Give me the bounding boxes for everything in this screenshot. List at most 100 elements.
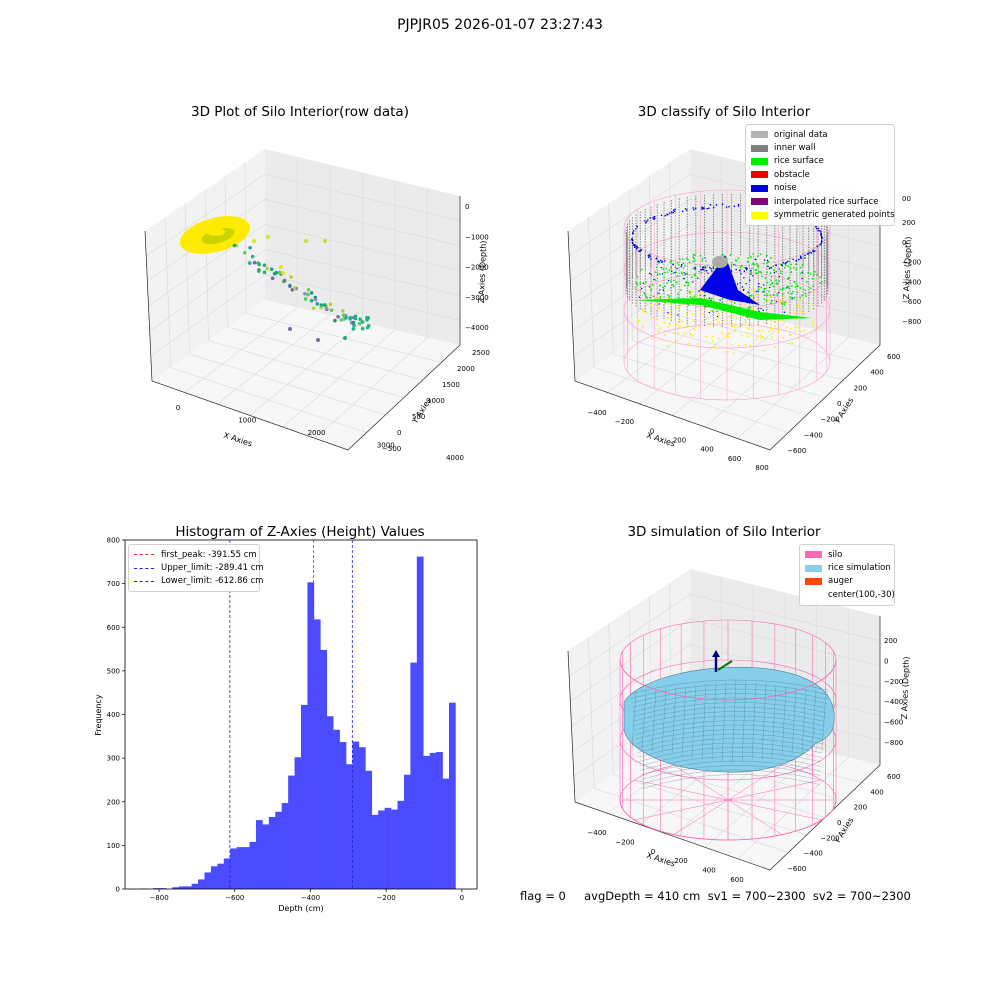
plot2-rice-point <box>663 276 666 279</box>
plot4-mesh-line <box>721 681 727 763</box>
plot1-point <box>366 323 371 328</box>
plot2-noise-point <box>708 207 710 210</box>
plot2-noise-point <box>653 215 656 218</box>
plot2-symmetric-point <box>779 302 782 305</box>
plot2-symmetric-point <box>737 344 740 347</box>
plot4-silo-spoke <box>727 779 822 801</box>
plot2-noise-point <box>754 258 756 261</box>
plot2-symmetric-point <box>812 321 814 324</box>
plot2-symmetric-point <box>734 330 737 333</box>
plot2-rice-point <box>687 281 690 284</box>
plot2-z-tick: 00 <box>902 195 911 203</box>
plot2-rice-point <box>759 253 762 256</box>
plot2-symmetric-point <box>657 307 660 310</box>
plot2-rice-point <box>772 285 775 288</box>
plot2-rice-point <box>787 265 790 267</box>
plot2-symmetric-point <box>679 304 682 307</box>
plot2-noise-point <box>709 203 712 206</box>
plot3-bar <box>448 702 456 889</box>
plot1-point <box>270 276 275 281</box>
plot3-bar <box>153 888 160 889</box>
plot4-mesh-line <box>671 687 677 755</box>
plot2-noise-point <box>758 283 760 285</box>
plot2-rice-point <box>769 272 772 275</box>
plot2-symmetric-point <box>803 329 806 331</box>
plot4-mesh-line <box>638 747 823 762</box>
legend-label: noise <box>774 183 797 194</box>
plot2-symmetric-point <box>785 326 788 329</box>
plot2-symmetric-point <box>800 330 803 333</box>
plot2-symmetric-point <box>777 328 780 331</box>
plot2-symmetric-point <box>796 303 799 306</box>
plot3-x-tick: −800 <box>149 894 168 902</box>
plot2-noise-point <box>631 238 633 240</box>
plot2-symmetric-point <box>808 307 811 310</box>
plot4-silo-spoke <box>727 765 783 801</box>
plot2-symmetric-point <box>793 312 796 314</box>
plot2-noise-point <box>706 207 709 210</box>
plot4-mesh-line <box>681 685 687 757</box>
plot3-bar <box>442 778 450 889</box>
plot2-symmetric-point <box>770 295 773 298</box>
plot3-legend-item: Upper_limit: -289.41 cm <box>134 561 264 574</box>
plot2-symmetric-point <box>744 343 747 346</box>
plot2-rice-point <box>766 271 768 274</box>
plot2-rice-point <box>796 285 799 288</box>
plot2-noise-point <box>660 214 663 217</box>
plot2-symmetric-point <box>712 320 715 323</box>
plot2-rice-point <box>805 281 808 283</box>
plot4-grid <box>570 618 881 702</box>
plot2-y-tick: 200 <box>854 384 867 392</box>
plot1-y-tick: 1000 <box>427 397 445 405</box>
plot1-point <box>324 306 329 311</box>
plot1-x-tick: 1000 <box>238 417 256 425</box>
plot2-noise-point <box>704 266 707 269</box>
plot2-noise-point <box>658 303 660 305</box>
plot2-symmetric-point <box>795 324 797 327</box>
plot2-symmetric-point <box>679 324 681 327</box>
plot2-noise-point <box>791 293 793 295</box>
plot2-symmetric-point <box>651 316 653 319</box>
plot3-bar <box>262 824 270 889</box>
plot2-rice-point <box>645 281 647 284</box>
plot4-mesh-line <box>801 688 807 753</box>
plot2-noise-point <box>719 299 721 301</box>
plot2-original-blob <box>712 256 728 268</box>
plot2-symmetric-point <box>792 309 795 312</box>
plot2-noise-point <box>648 254 650 256</box>
plot2-axis-lines <box>567 196 881 451</box>
plot3-y-tick: 100 <box>107 842 120 850</box>
plot2-symmetric-point <box>758 330 761 332</box>
plot2-symmetric-point <box>689 333 692 336</box>
plot2-legend-item: noise <box>751 182 889 195</box>
plot4-z-tick: 0 <box>884 657 888 665</box>
plot2-symmetric-point <box>767 299 770 301</box>
plot2-rice-point <box>677 264 680 266</box>
plot1-point <box>323 239 327 243</box>
plot2-symmetric-point <box>717 312 720 315</box>
plot4-x-label: X Axies <box>645 851 676 869</box>
plot2-rice-point <box>677 293 679 295</box>
plot2-rice-point <box>658 292 661 295</box>
plot4-title: 3D simulation of Silo Interior <box>627 524 821 540</box>
plot2-noise-cluster <box>700 255 760 305</box>
plot2-z-tick: 0 <box>902 239 906 247</box>
plot2-noise-point <box>693 208 695 211</box>
plot2-rice-point <box>795 268 798 271</box>
plot2-rice-point <box>763 294 766 297</box>
legend-label: obstacle <box>774 169 810 180</box>
plot2-noise-point <box>819 233 822 236</box>
plot2-symmetric-point <box>795 330 798 332</box>
plot1-y-tick: 1500 <box>442 381 460 389</box>
plot2-rice-point <box>710 297 713 300</box>
plot4-z-tick: −200 <box>884 678 903 686</box>
plot2-noise-point <box>778 268 781 270</box>
plot4-z-label: Z Axies (Depth) <box>900 656 911 719</box>
plot2-symmetric-point <box>770 319 773 322</box>
plot3-bar <box>352 741 360 889</box>
plot4-x-tick: 200 <box>674 857 687 865</box>
plot2-rice-point <box>668 295 671 298</box>
plot4-mesh-line <box>641 690 647 750</box>
plot2-rice-point <box>699 254 702 257</box>
plot2-symmetric-point <box>796 337 799 340</box>
